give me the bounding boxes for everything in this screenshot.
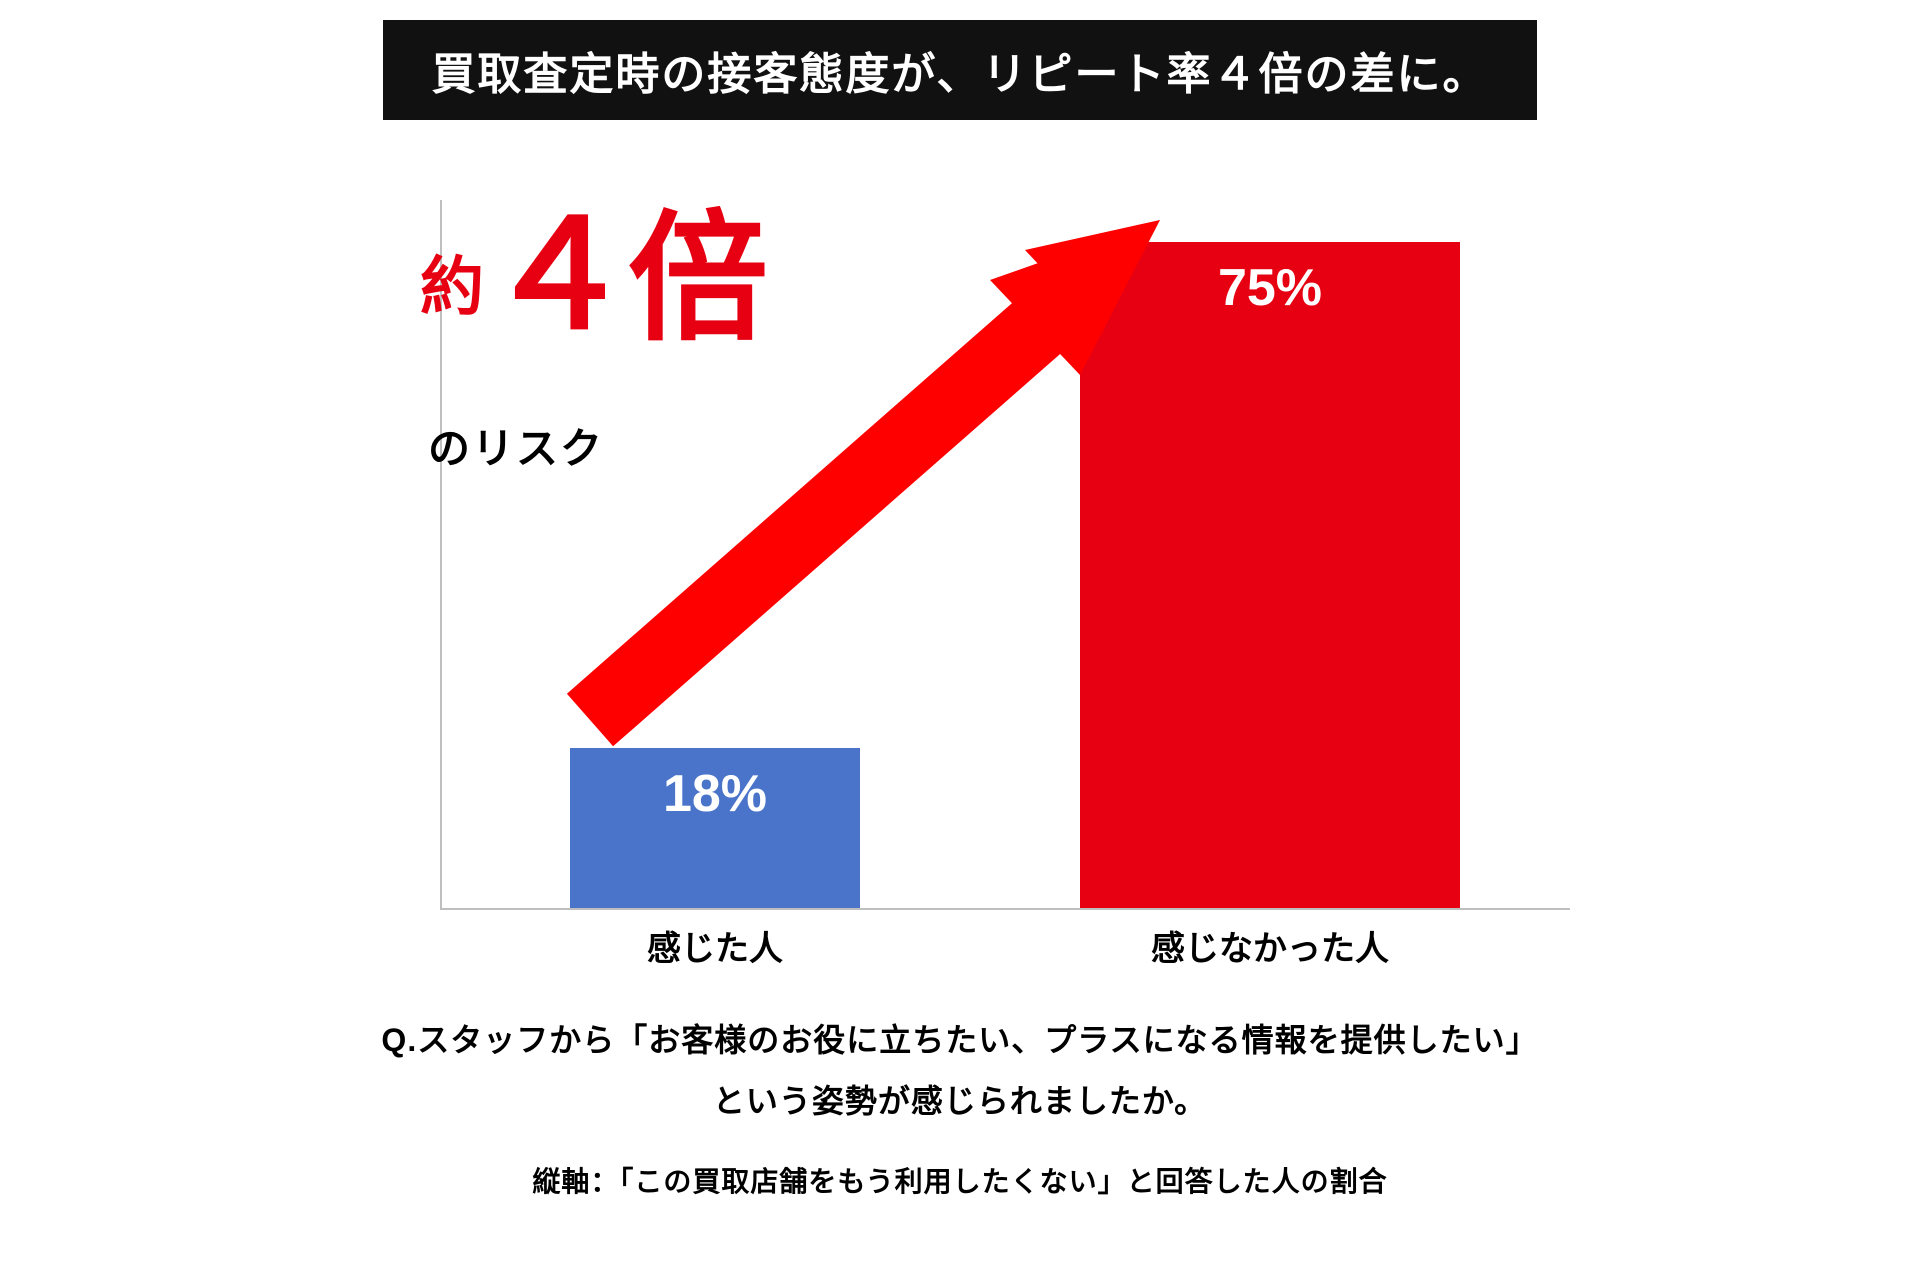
survey-question: Q.スタッフから「お客様のお役に立ちたい、プラスになる情報を提供したい」 という… <box>310 1010 1610 1132</box>
chart-title-band: 買取査定時の接客態度が、リピート率４倍の差に。 <box>383 20 1536 120</box>
headline-multiplier: 約４倍 <box>420 200 768 350</box>
headline-suffix: 倍 <box>628 200 768 357</box>
bar-not-felt-label: 感じなかった人 <box>776 921 1764 970</box>
x-axis-line <box>440 908 1570 910</box>
headline-sub: のリスク <box>428 415 604 476</box>
chart-area: 18% 感じた人 75% 感じなかった人 約４倍 のリスク <box>310 160 1610 980</box>
bar-felt-value: 18% <box>570 764 860 824</box>
chart-footer: Q.スタッフから「お客様のお役に立ちたい、プラスになる情報を提供したい」 という… <box>310 1010 1610 1200</box>
chart-title: 買取査定時の接客態度が、リピート率４倍の差に。 <box>431 50 1488 99</box>
headline-prefix: 約 <box>420 251 484 323</box>
bar-not-felt: 75% 感じなかった人 <box>1080 242 1460 908</box>
survey-question-line1: Q.スタッフから「お客様のお役に立ちたい、プラスになる情報を提供したい」 <box>381 1022 1538 1058</box>
bar-not-felt-rect <box>1080 242 1460 908</box>
headline-big: ４ <box>484 191 628 359</box>
survey-question-line2: という姿勢が感じられましたか。 <box>713 1083 1207 1119</box>
bar-not-felt-value: 75% <box>1080 258 1460 318</box>
y-axis-description: 縦軸：「この買取店舗をもう利用したくない」と回答した人の割合 <box>310 1160 1610 1200</box>
bar-felt: 18% 感じた人 <box>570 748 860 908</box>
